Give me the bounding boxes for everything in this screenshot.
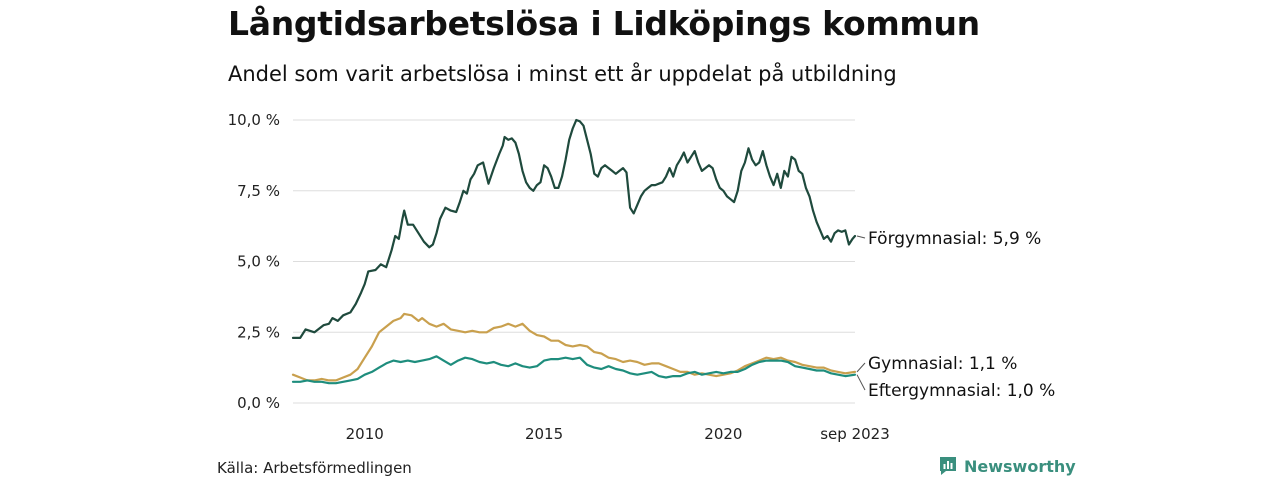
y-tick-label: 0,0 % xyxy=(237,394,280,412)
leader-line xyxy=(856,362,866,373)
y-tick-label: 5,0 % xyxy=(237,253,280,271)
series-end-label: Eftergymnasial: 1,0 % xyxy=(868,381,1055,401)
label-layer: 0,0 % 2,5 % 5,0 % 7,5 % 10,0 % 2010 2015 2020 se… xyxy=(228,111,1056,443)
series-end-label: Förgymnasial: 5,9 % xyxy=(868,229,1041,249)
source-note: Källa: Arbetsförmedlingen xyxy=(217,459,412,477)
y-tick-label: 2,5 % xyxy=(237,323,280,341)
chart-subtitle: Andel som varit arbetslösa i minst ett å… xyxy=(228,62,897,86)
series-line-förgymnasial xyxy=(291,118,857,339)
y-tick-label: 7,5 % xyxy=(237,182,280,200)
brand-name: Newsworthy xyxy=(964,456,1076,476)
brand-logo[interactable]: Newsworthy xyxy=(938,455,1076,477)
x-tick-label: 2015 xyxy=(525,425,563,443)
leader-line xyxy=(856,374,866,391)
leader-line xyxy=(856,235,866,239)
x-tick-label: 2020 xyxy=(704,425,742,443)
x-tick-label: 2010 xyxy=(346,425,384,443)
x-tick-label: sep 2023 xyxy=(820,425,890,443)
series-line-gymnasial xyxy=(291,312,857,382)
chart-title: Långtidsarbetslösa i Lidköpings kommun xyxy=(228,4,980,43)
newsworthy-logo-icon xyxy=(940,457,956,475)
grid-layer xyxy=(293,119,855,404)
series-end-label: Gymnasial: 1,1 % xyxy=(868,354,1017,374)
series-line-eftergymnasial xyxy=(291,355,857,385)
y-tick-label: 10,0 % xyxy=(228,111,280,129)
series-layer xyxy=(291,118,857,385)
